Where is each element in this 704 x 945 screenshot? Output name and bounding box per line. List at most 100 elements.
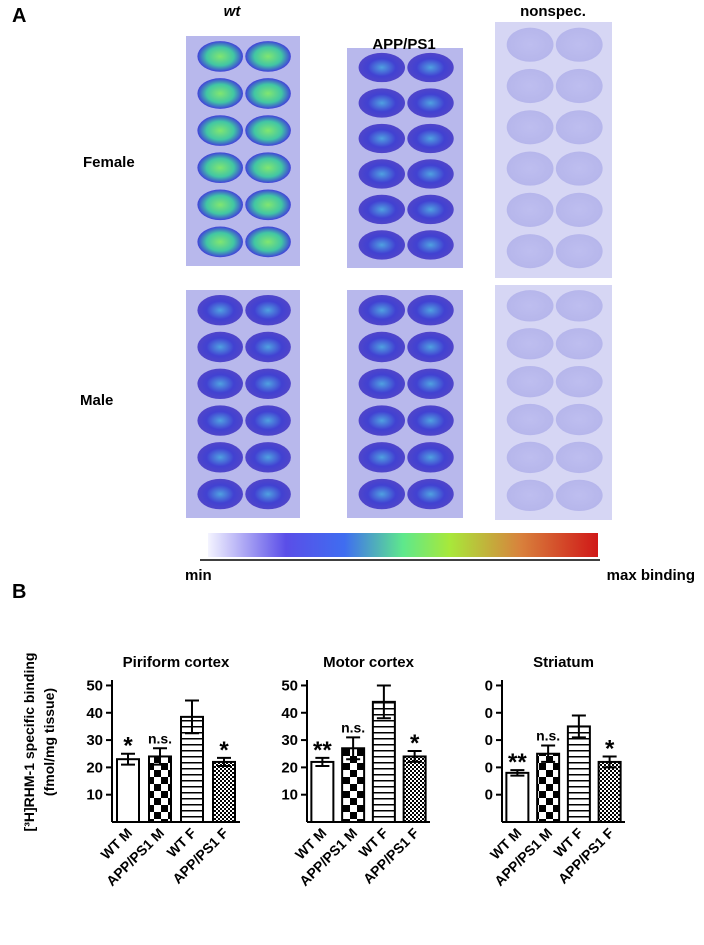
brain-section	[407, 405, 454, 436]
brain-section	[407, 159, 454, 189]
error-bar	[376, 684, 391, 720]
brain-section	[555, 110, 603, 145]
brain-section	[358, 88, 405, 118]
brain-section	[358, 52, 405, 83]
significance-label: n.s.	[536, 728, 560, 744]
brain-section	[358, 368, 405, 399]
chart-title: Motor cortex	[323, 654, 415, 671]
brain-section	[407, 368, 454, 399]
chart-title: Striatum	[533, 654, 594, 671]
brain-section	[555, 365, 603, 398]
brain-section	[245, 41, 291, 72]
error-bar	[407, 750, 422, 763]
column-label: APP/PS1	[372, 36, 435, 53]
brain-section	[245, 368, 291, 399]
brain-section	[197, 115, 243, 146]
error-bar	[185, 699, 199, 735]
brain-section	[358, 230, 405, 260]
significance-label: *	[123, 733, 133, 760]
bar	[148, 755, 172, 824]
brain-section	[506, 365, 554, 398]
image-background	[495, 22, 612, 278]
y-tick-label: 50	[86, 677, 103, 694]
brain-section	[506, 234, 554, 269]
bar	[597, 760, 622, 824]
brain-section	[358, 331, 405, 363]
brain-section	[245, 331, 291, 363]
brain-section	[555, 27, 603, 62]
brain-section	[506, 403, 554, 436]
y-tick-label: 20	[86, 759, 103, 776]
brain-section	[358, 159, 405, 189]
brain-section	[407, 123, 454, 154]
brain-section	[358, 123, 405, 154]
y-tick-label: 10	[86, 787, 103, 804]
brain-section	[245, 442, 291, 473]
brain-section	[197, 152, 243, 184]
brain-section	[555, 68, 603, 104]
row-label: Male	[80, 392, 113, 409]
y-tick-label: 0	[485, 732, 493, 749]
brain-section	[555, 441, 603, 474]
color-bar	[208, 533, 598, 557]
brain-section	[506, 68, 554, 104]
brain-section	[506, 328, 554, 360]
brain-section	[245, 115, 291, 146]
row-label: Female	[83, 154, 135, 171]
column-label: nonspec.	[520, 3, 586, 20]
brain-section	[197, 189, 243, 221]
brain-section	[407, 88, 454, 118]
error-bar	[121, 752, 135, 766]
y-tick-label: 30	[86, 732, 103, 749]
brain-section	[197, 442, 243, 473]
brain-section	[197, 78, 243, 109]
brain-section	[407, 478, 454, 510]
bar	[402, 755, 427, 824]
error-bar	[602, 755, 617, 769]
brain-section	[555, 290, 603, 322]
significance-label: *	[219, 737, 229, 764]
brain-section	[407, 442, 454, 473]
significance-label: **	[313, 737, 332, 764]
brain-section	[407, 52, 454, 83]
brain-section	[555, 234, 603, 269]
bar	[116, 758, 140, 824]
y-tick-label: 10	[281, 787, 298, 804]
brain-section	[245, 189, 291, 221]
y-tick-label: 20	[281, 759, 298, 776]
brain-section	[506, 192, 554, 227]
bar	[212, 760, 236, 824]
brain-section	[407, 331, 454, 363]
brain-section	[245, 78, 291, 109]
panel-label: A	[12, 5, 26, 27]
y-tick-label: 0	[485, 677, 493, 694]
y-axis-label: [³H]RHM-1 specific binding	[21, 653, 37, 832]
brain-section	[358, 405, 405, 436]
bar	[310, 760, 335, 824]
image-background	[186, 36, 300, 266]
bar	[505, 771, 530, 823]
brain-section	[358, 194, 405, 225]
brain-section	[197, 41, 243, 72]
brain-section	[506, 110, 554, 145]
bar	[536, 752, 561, 824]
brain-section	[506, 479, 554, 512]
brain-section	[358, 478, 405, 510]
error-bar	[217, 756, 231, 768]
brain-section	[245, 226, 291, 258]
brain-section	[407, 230, 454, 260]
significance-label: n.s.	[148, 730, 172, 746]
y-tick-label: 40	[86, 705, 103, 722]
error-bar	[571, 714, 586, 739]
brain-section	[506, 151, 554, 186]
y-tick-label: 30	[281, 732, 298, 749]
scale-max: max binding	[607, 567, 695, 584]
brain-section	[555, 403, 603, 436]
panel-label: B	[12, 581, 26, 603]
significance-label: *	[410, 730, 420, 757]
y-tick-label: 50	[281, 677, 298, 694]
bar	[566, 725, 591, 824]
y-tick-label: 0	[485, 787, 493, 804]
